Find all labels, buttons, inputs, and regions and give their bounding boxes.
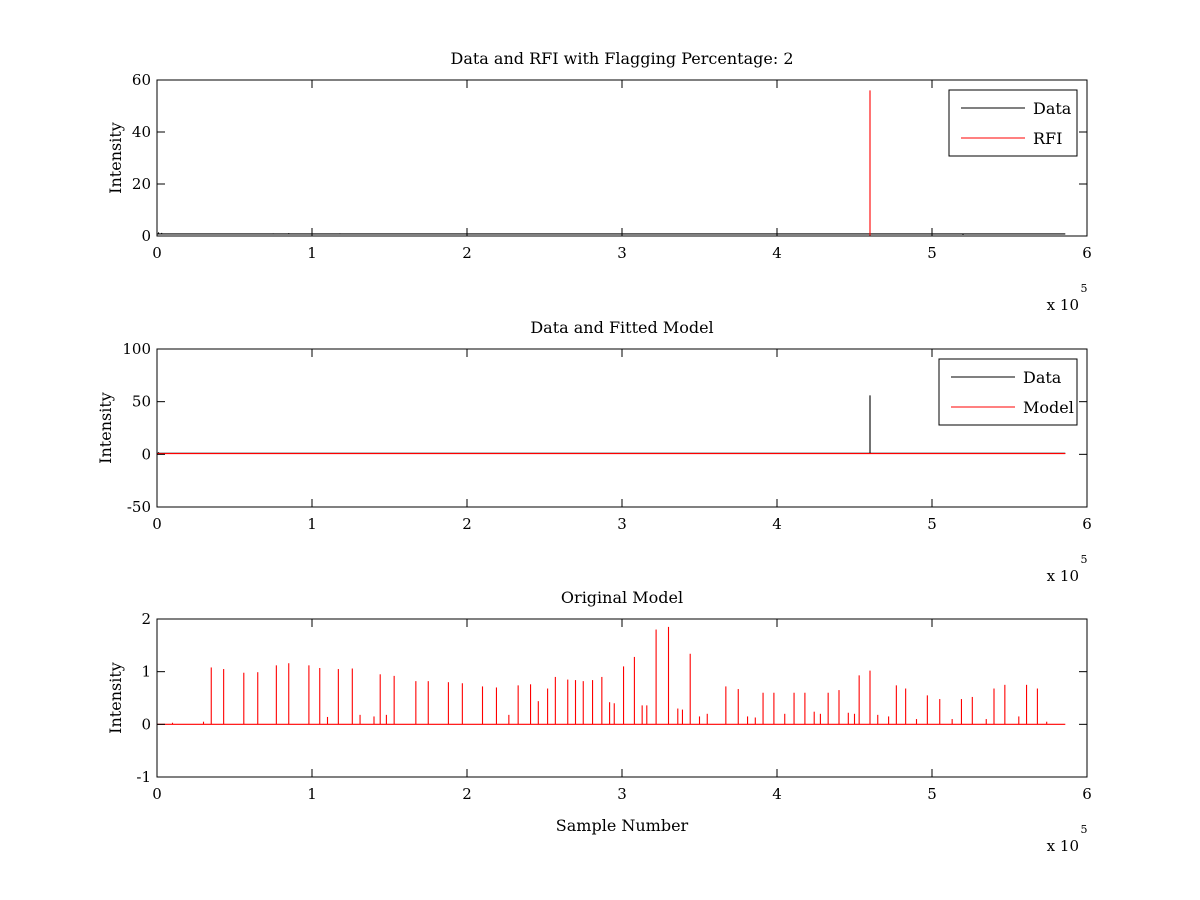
- x-tick-label: 5: [927, 515, 937, 533]
- chart-title: Original Model: [561, 588, 683, 607]
- x-tick-label: 1: [307, 785, 317, 803]
- chart-title: Data and RFI with Flagging Percentage: 2: [450, 49, 793, 68]
- x-tick-label: 4: [772, 785, 782, 803]
- y-tick-label: 2: [141, 610, 151, 628]
- y-tick-label: 1: [141, 663, 151, 681]
- plot-area: [157, 349, 1087, 507]
- y-tick-label: 0: [141, 715, 151, 733]
- legend-label: RFI: [1033, 129, 1062, 148]
- legend-label: Data: [1033, 99, 1072, 118]
- x-tick-label: 6: [1082, 515, 1092, 533]
- y-axis-label: Intensity: [106, 662, 125, 734]
- x-tick-label: 2: [462, 785, 472, 803]
- x-tick-label: 2: [462, 515, 472, 533]
- y-tick-label: -50: [127, 498, 151, 516]
- x-multiplier-exponent: 5: [1081, 282, 1088, 295]
- x-multiplier: x 10: [1047, 296, 1079, 314]
- legend: Data RFI: [948, 89, 1078, 157]
- x-multiplier: x 10: [1047, 567, 1079, 585]
- x-tick-label: 1: [307, 515, 317, 533]
- x-tick-label: 3: [617, 515, 627, 533]
- plot-area: [157, 619, 1087, 777]
- x-tick-label: 4: [772, 244, 782, 262]
- legend: Data Model: [938, 358, 1078, 426]
- legend-label: Data: [1023, 368, 1062, 387]
- x-multiplier: x 10: [1047, 837, 1079, 855]
- plot-area: [157, 80, 1087, 236]
- y-tick-label: 20: [132, 175, 151, 193]
- y-tick-label: 0: [141, 445, 151, 463]
- legend-box: [948, 89, 1078, 157]
- x-tick-label: 6: [1082, 785, 1092, 803]
- x-tick-label: 6: [1082, 244, 1092, 262]
- y-axis-label: Intensity: [96, 392, 115, 464]
- x-multiplier-exponent: 5: [1081, 553, 1088, 566]
- y-tick-label: 50: [132, 393, 151, 411]
- y-tick-label: 100: [122, 340, 151, 358]
- x-tick-label: 0: [152, 515, 162, 533]
- y-tick-label: 0: [141, 227, 151, 245]
- y-axis-label: Intensity: [106, 122, 125, 194]
- x-tick-label: 1: [307, 244, 317, 262]
- x-tick-label: 5: [927, 785, 937, 803]
- y-tick-label: 60: [132, 71, 151, 89]
- x-multiplier-exponent: 5: [1081, 823, 1088, 836]
- x-axis-label: Sample Number: [556, 816, 689, 835]
- legend-label: Model: [1023, 398, 1074, 417]
- series-1: [157, 626, 1066, 725]
- x-tick-label: 3: [617, 785, 627, 803]
- y-tick-label: 40: [132, 123, 151, 141]
- x-tick-label: 0: [152, 244, 162, 262]
- x-tick-label: 0: [152, 785, 162, 803]
- legend-box: [938, 358, 1078, 426]
- x-tick-label: 5: [927, 244, 937, 262]
- x-tick-label: 3: [617, 244, 627, 262]
- y-tick-label: -1: [136, 768, 151, 786]
- x-tick-label: 4: [772, 515, 782, 533]
- chart-title: Data and Fitted Model: [530, 318, 713, 337]
- x-tick-label: 2: [462, 244, 472, 262]
